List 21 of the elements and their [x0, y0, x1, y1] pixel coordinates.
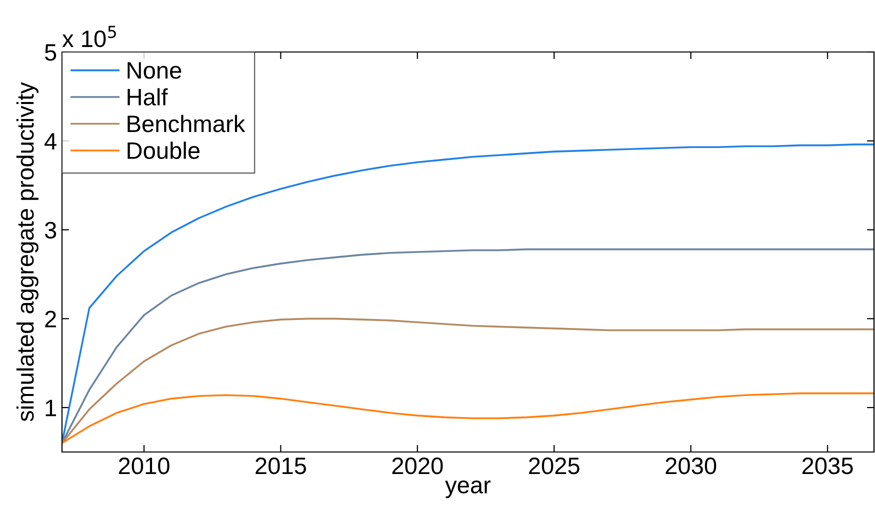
y-tick-label: 3: [44, 222, 56, 239]
x-tick-label: 2025: [529, 457, 580, 474]
x-tick-label: 2010: [118, 457, 170, 474]
line-series: [62, 392, 874, 444]
x-tick-label: 2020: [392, 457, 443, 474]
line-series: [62, 318, 874, 444]
text: x 10$^{5}$: [62, 26, 116, 48]
y-tick-label: 2: [45, 310, 56, 328]
y-tick-label: 1: [46, 400, 56, 416]
x-tick-label: 2015: [256, 457, 306, 474]
legend-label: None: [128, 62, 182, 79]
y-axis-title: simulated aggregate productivity: [16, 82, 38, 422]
legend-label: Double: [128, 142, 200, 159]
legend-label: Benchmark: [128, 114, 246, 132]
y-tick-label: 4: [44, 133, 56, 150]
x-axis-title: year: [445, 480, 491, 498]
y-tick-label: 5: [44, 44, 56, 61]
x-tick-label: 2030: [666, 457, 716, 474]
legend-label: Half: [128, 88, 168, 106]
x-tick-label: 2035: [802, 457, 853, 474]
line-series: [62, 144, 874, 444]
